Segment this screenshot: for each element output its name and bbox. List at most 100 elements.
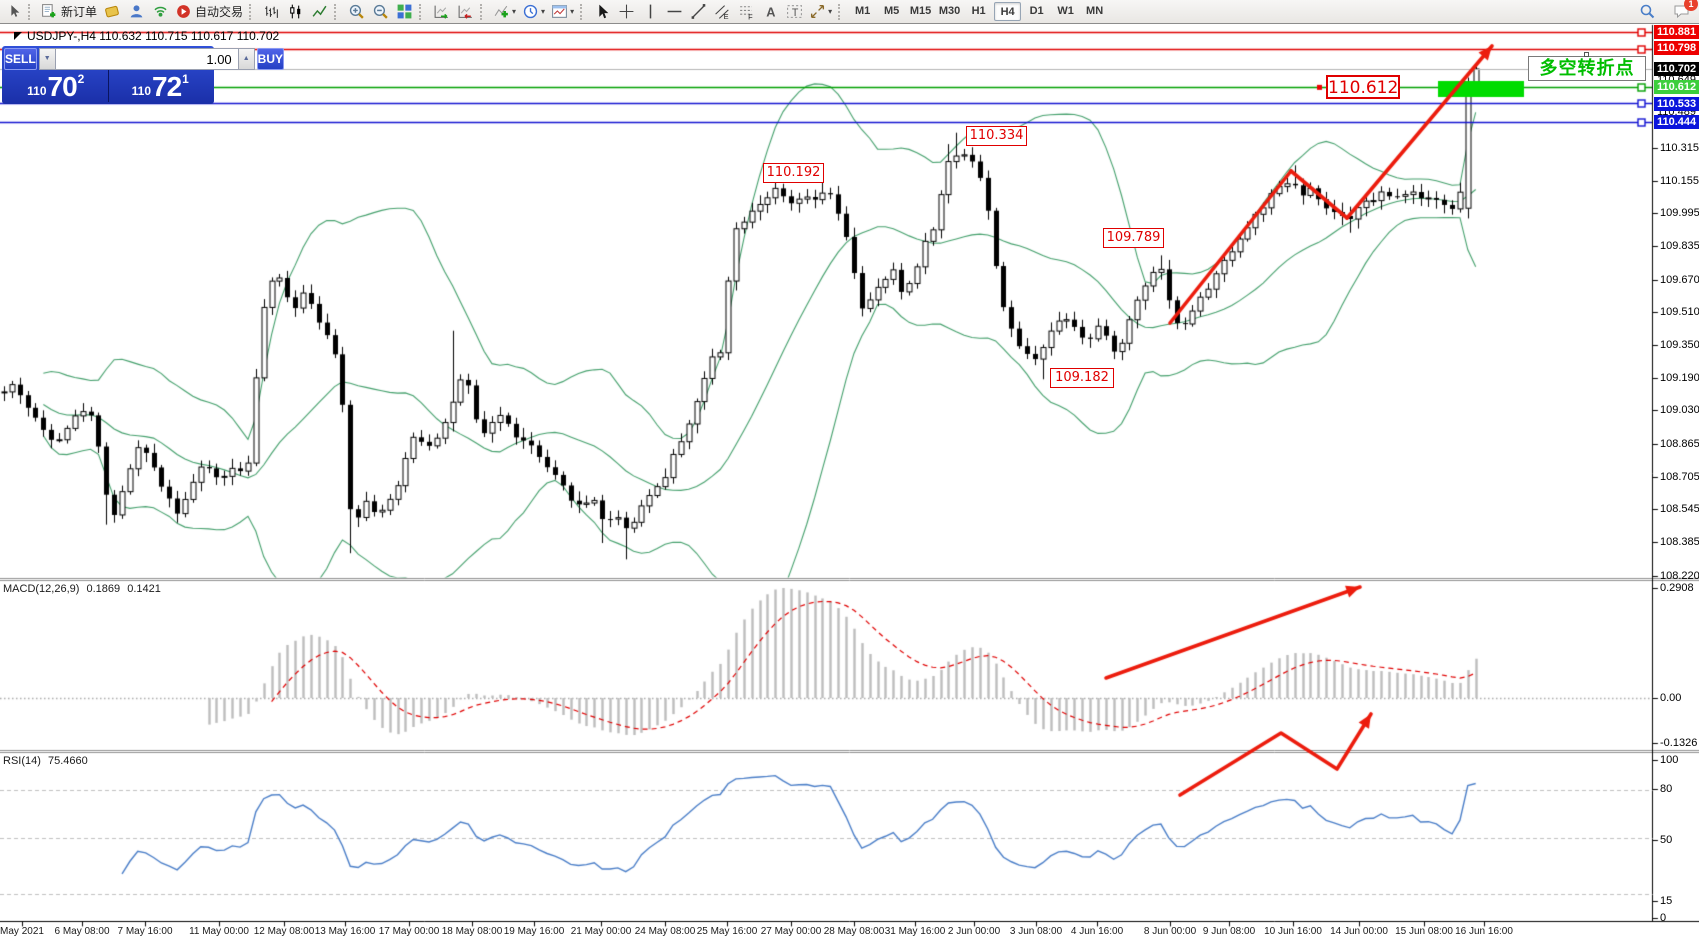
sell-price-big: 70 <box>47 71 78 102</box>
volume-increase-button[interactable]: ▲ <box>237 48 255 70</box>
sell-price-prefix: 110 <box>27 84 47 98</box>
axis-price-label-110.881: 110.881 <box>1654 25 1699 39</box>
notifications-icon[interactable]: 1 <box>1670 0 1698 21</box>
auto-scroll-icon[interactable] <box>430 2 452 22</box>
price-tag-annotation[interactable]: 110.192 <box>763 163 824 183</box>
main-toolbar: 新订单 自动交易 ▾ ▾ ▾ E F A T ▾ M1 M5 M15 M30 H1 H4 D1 W1 MN 1 <box>0 0 1699 24</box>
axis-price-label-110.702: 110.702 <box>1654 62 1699 76</box>
note-annotation[interactable]: 多空转折点 <box>1528 56 1646 81</box>
time-axis-label: 16 Jun 16:00 <box>1455 926 1513 937</box>
crosshair-tool-icon[interactable] <box>615 2 637 22</box>
timeframe-m1[interactable]: M1 <box>854 5 871 17</box>
time-axis-label: 27 May 00:00 <box>760 926 822 937</box>
chart-file-icon[interactable] <box>101 2 123 22</box>
tile-windows-icon[interactable] <box>393 2 415 22</box>
timeframe-mn[interactable]: MN <box>1086 5 1104 17</box>
time-axis-label: 4 Jun 16:00 <box>1070 926 1124 937</box>
time-axis-label: 15 Jun 08:00 <box>1395 926 1453 937</box>
volume-input[interactable] <box>55 48 238 70</box>
time-axis-label: 14 Jun 00:00 <box>1330 926 1388 937</box>
toolbar-right: 1 <box>1635 0 1698 21</box>
symbol-marker-icon <box>14 32 22 40</box>
axis-tick-label: 110.315 <box>1660 142 1699 154</box>
candlestick-chart-icon[interactable] <box>284 2 306 22</box>
notification-badge: 1 <box>1684 0 1698 11</box>
time-axis-label: 7 May 16:00 <box>117 926 173 937</box>
fibonacci-icon[interactable]: F <box>735 2 757 22</box>
text-label-icon[interactable]: T <box>783 2 805 22</box>
time-axis-label: May 2021 <box>0 926 44 937</box>
search-icon[interactable] <box>1636 1 1658 21</box>
text-tool-icon[interactable]: A <box>759 2 781 22</box>
axis-price-label-110.444: 110.444 <box>1654 115 1699 129</box>
toolbar-separator <box>249 3 256 20</box>
indicator-axis-label: 0.00 <box>1660 692 1682 704</box>
timeframe-m30[interactable]: M30 <box>938 5 961 17</box>
price-tag-annotation[interactable]: 109.182 <box>1050 368 1114 388</box>
time-axis-label: 9 Jun 08:00 <box>1202 926 1256 937</box>
axis-tick-label: 108.220 <box>1660 569 1699 582</box>
templates-icon[interactable]: ▾ <box>549 2 576 22</box>
indicator-axis-label: 80 <box>1660 783 1673 795</box>
trendline-icon[interactable] <box>687 2 709 22</box>
chart-title-text: USDJPY-,H4 110.632 110.715 110.617 110.7… <box>27 29 280 43</box>
axis-tick-label: 109.510 <box>1660 306 1699 319</box>
svg-text:A: A <box>766 4 775 19</box>
signal-icon[interactable] <box>149 2 171 22</box>
timeframe-m15[interactable]: M15 <box>909 5 932 17</box>
axis-tick-label: 109.350 <box>1660 338 1699 351</box>
cursor-tool-icon[interactable] <box>591 2 613 22</box>
periods-icon[interactable]: ▾ <box>520 2 547 22</box>
buy-price-sup: 1 <box>182 72 189 86</box>
axis-tick-label: 108.705 <box>1660 470 1699 483</box>
toolbar-separator <box>838 3 845 20</box>
axis-tick-label: 109.995 <box>1660 207 1699 220</box>
time-axis-label: 8 Jun 00:00 <box>1143 926 1197 937</box>
price-tag-annotation[interactable]: 110.334 <box>966 126 1027 146</box>
price-tag-annotation[interactable]: 110.612 <box>1326 75 1400 99</box>
horizontal-line-icon[interactable] <box>663 2 685 22</box>
axis-tick-label: 108.865 <box>1660 438 1699 450</box>
indicator-axis-label: 100 <box>1660 754 1679 766</box>
new-order-button[interactable]: 新订单 <box>39 2 99 22</box>
profile-icon[interactable] <box>125 2 147 22</box>
buy-button[interactable]: BUY <box>256 48 285 70</box>
zoom-out-icon[interactable] <box>369 2 391 22</box>
chart-cursor-icon[interactable] <box>2 2 24 22</box>
time-axis-label: 31 May 16:00 <box>884 926 946 937</box>
time-axis-label: 3 Jun 08:00 <box>1009 926 1063 937</box>
indicators-icon[interactable]: ▾ <box>491 2 518 22</box>
buy-price-big: 72 <box>152 71 182 102</box>
vertical-line-icon[interactable] <box>639 2 661 22</box>
timeframe-m5[interactable]: M5 <box>883 5 900 17</box>
arrows-tool-icon[interactable]: ▾ <box>807 2 834 22</box>
svg-text:F: F <box>748 12 753 20</box>
chart-shift-icon[interactable] <box>454 2 476 22</box>
axis-tick-label: 109.030 <box>1660 404 1699 417</box>
toolbar-separator <box>480 3 487 20</box>
price-tag-annotation[interactable]: 109.789 <box>1103 228 1164 248</box>
timeframe-d1[interactable]: D1 <box>1029 5 1044 17</box>
auto-trading-button[interactable]: 自动交易 <box>173 2 245 22</box>
note-selection-handle[interactable] <box>1584 52 1589 57</box>
timeframe-w1[interactable]: W1 <box>1057 5 1074 17</box>
sell-price-sup: 2 <box>77 72 85 86</box>
bar-chart-icon[interactable] <box>260 2 282 22</box>
zoom-in-icon[interactable] <box>345 2 367 22</box>
indicator-axis-label: 50 <box>1660 834 1673 846</box>
indicator-axis-label: -0.1326 <box>1660 737 1698 749</box>
timeframe-h4[interactable]: H4 <box>994 2 1022 21</box>
volume-decrease-button[interactable]: ▼ <box>38 48 56 70</box>
line-chart-icon[interactable] <box>308 2 330 22</box>
axis-tick-label: 108.545 <box>1660 503 1699 516</box>
time-axis-label: 6 May 08:00 <box>54 926 110 937</box>
buy-price-prefix: 110 <box>131 84 151 98</box>
timeframe-h1[interactable]: H1 <box>971 5 986 17</box>
sell-price[interactable]: 110 70 2 <box>4 70 108 102</box>
time-axis-label: 12 May 08:00 <box>253 926 315 937</box>
sell-button[interactable]: SELL <box>4 48 37 70</box>
buy-price[interactable]: 110 72 1 <box>109 70 213 102</box>
channel-icon[interactable]: E <box>711 2 733 22</box>
